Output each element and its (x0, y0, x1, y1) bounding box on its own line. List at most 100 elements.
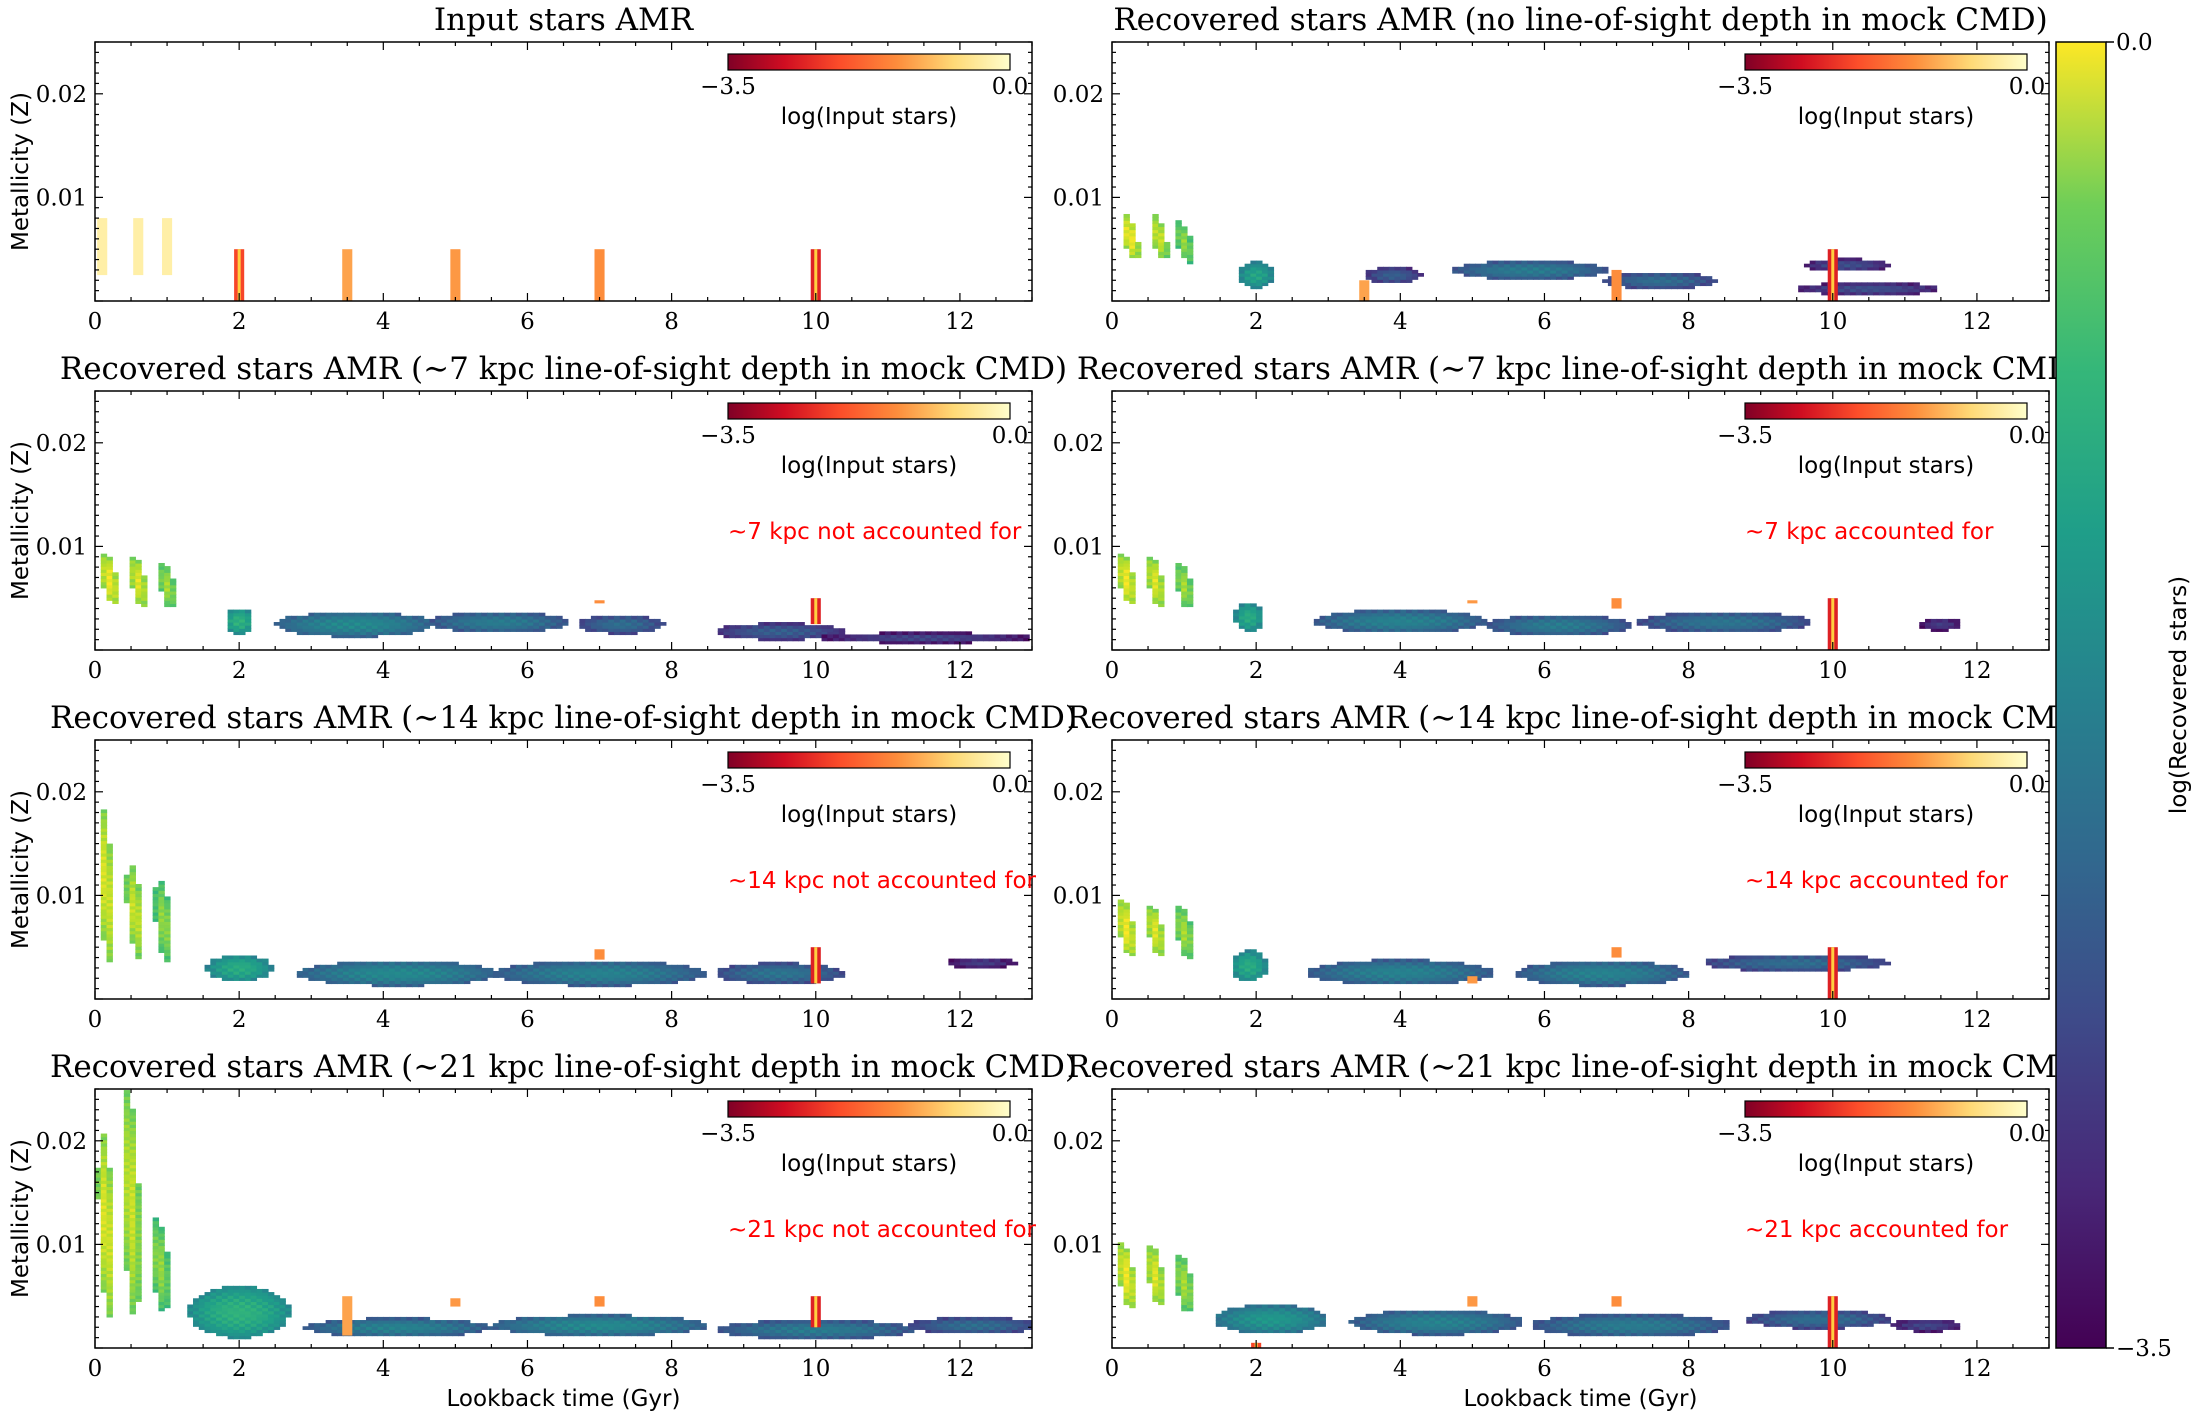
recovered-cell (1262, 959, 1268, 963)
recovered-cell (1256, 952, 1262, 956)
recovered-cell (1746, 955, 1752, 959)
recovered-cell (527, 1317, 533, 1321)
recovered-cell (1533, 261, 1539, 265)
plot-area (95, 1090, 1035, 1339)
recovered-cell (499, 613, 505, 617)
recovered-cell (1562, 616, 1568, 620)
y-tick-label: 0.02 (1053, 780, 1104, 806)
recovered-cell (1331, 965, 1337, 969)
recovered-cell (1694, 273, 1700, 277)
recovered-cell (331, 965, 337, 969)
recovered-cell (1377, 610, 1383, 614)
recovered-cell (447, 616, 453, 620)
recovered-cell (199, 1295, 205, 1299)
recovered-cell (1389, 610, 1395, 614)
recovered-cell (1781, 955, 1787, 959)
recovered-cell (1400, 610, 1406, 614)
recovered-cell (285, 1304, 291, 1308)
recovered-cell (1850, 955, 1856, 959)
recovered-cell (1775, 613, 1781, 617)
recovered-cell (966, 959, 972, 963)
recovered-cell (499, 968, 505, 972)
panel-title: Recovered stars AMR (∼7 kpc line-of-sigh… (60, 351, 1067, 387)
recovered-cell (983, 634, 989, 638)
recovered-cell (1262, 264, 1268, 268)
recovered-cell (1233, 610, 1239, 614)
recovered-blob (493, 1314, 707, 1336)
inset-colorbar-max-label: 0.0 (992, 74, 1029, 100)
recovered-cell (349, 613, 355, 617)
recovered-cell (1250, 949, 1256, 953)
recovered-cell (1124, 557, 1130, 561)
recovered-cell (458, 1320, 464, 1324)
recovered-cell (1810, 261, 1816, 265)
recovered-cell (510, 965, 516, 969)
recovered-cell (1815, 261, 1821, 265)
recovered-blob (1124, 214, 1142, 258)
recovered-cell (493, 971, 499, 975)
recovered-cell (245, 1286, 251, 1290)
x-tick-label: 0 (1105, 1007, 1120, 1033)
recovered-cell (735, 965, 741, 969)
recovered-cell (130, 1109, 136, 1113)
recovered-cell (401, 962, 407, 966)
recovered-cell (873, 634, 879, 638)
recovered-cell (1320, 616, 1326, 620)
recovered-cell (1717, 959, 1723, 963)
recovered-cell (1383, 610, 1389, 614)
recovered-cell (383, 613, 389, 617)
recovered-cell (1354, 962, 1360, 966)
recovered-cell (1458, 962, 1464, 966)
recovered-cell (798, 965, 804, 969)
recovered-cell (1250, 261, 1256, 265)
recovered-cell (879, 631, 885, 635)
recovered-cell (1798, 285, 1804, 289)
panel-title: Input stars AMR (434, 2, 695, 38)
recovered-cell (1804, 285, 1810, 289)
recovered-cell (222, 1286, 228, 1290)
recovered-cell (1873, 282, 1879, 286)
recovered-cell (1147, 906, 1153, 910)
recovered-cell (424, 619, 430, 623)
recovered-cell (1487, 968, 1493, 972)
recovered-cell (1671, 965, 1677, 969)
recovered-cell (1573, 616, 1579, 620)
recovered-cell (1902, 282, 1908, 286)
x-tick-label: 12 (945, 1007, 974, 1033)
recovered-cell (885, 631, 891, 635)
recovered-cell (1343, 613, 1349, 617)
recovered-cell (1539, 261, 1545, 265)
recovered-cell (1412, 270, 1418, 274)
inset-colorbar-max-label: 0.0 (2009, 423, 2046, 449)
recovered-cell (995, 634, 1001, 638)
recovered-cell (1320, 965, 1326, 969)
recovered-cell (1383, 267, 1389, 271)
recovered-cell (453, 962, 459, 966)
recovered-cell (1867, 261, 1873, 265)
recovered-cell (297, 616, 303, 620)
recovered-cell (1862, 261, 1868, 265)
recovered-cell (839, 634, 845, 638)
recovered-cell (1562, 962, 1568, 966)
panel-title: Recovered stars AMR (∼7 kpc line-of-sigh… (1077, 351, 2084, 387)
recovered-cell (1516, 971, 1522, 975)
recovered-cell (1689, 273, 1695, 277)
recovered-cell (1619, 962, 1625, 966)
recovered-cell (516, 965, 522, 969)
recovered-cell (1412, 959, 1418, 963)
recovered-cell (654, 619, 660, 623)
recovered-cell (401, 1317, 407, 1321)
recovered-cell (752, 965, 758, 969)
recovered-cell (1181, 226, 1187, 230)
recovered-blob (1314, 610, 1488, 632)
recovered-cell (902, 631, 908, 635)
recovered-cell (1677, 613, 1683, 617)
recovered-cell (770, 622, 776, 626)
x-tick-label: 4 (376, 309, 391, 335)
recovered-cell (256, 959, 262, 963)
input-burst (133, 218, 143, 275)
recovered-cell (107, 844, 113, 848)
panel-2: Recovered stars AMR (no line-of-sight de… (1053, 2, 2049, 335)
recovered-cell (1562, 261, 1568, 265)
